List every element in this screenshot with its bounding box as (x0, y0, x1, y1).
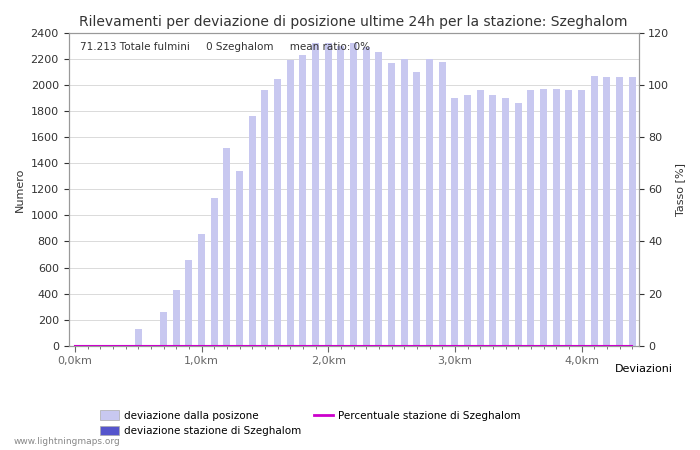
Bar (312, 43, 319, 346)
Bar (414, 72, 421, 346)
Bar (274, 79, 281, 346)
Bar (223, 148, 230, 346)
Bar (261, 90, 268, 346)
Bar (527, 90, 534, 346)
Bar (350, 43, 357, 346)
Bar (477, 90, 484, 346)
Bar (426, 59, 433, 346)
Bar (173, 290, 180, 346)
Bar (211, 198, 218, 346)
Bar (325, 43, 332, 346)
Legend: deviazione dalla posizone, deviazione stazione di Szeghalom, Percentuale stazion: deviazione dalla posizone, deviazione st… (96, 406, 525, 440)
Bar (375, 53, 382, 346)
Bar (603, 77, 610, 346)
Text: 71.213 Totale fulmini     0 Szeghalom     mean ratio: 0%: 71.213 Totale fulmini 0 Szeghalom mean r… (80, 42, 370, 52)
Bar (337, 46, 344, 346)
Text: www.lightningmaps.org: www.lightningmaps.org (14, 436, 120, 446)
Bar (489, 95, 496, 346)
Bar (464, 95, 471, 346)
Bar (578, 90, 585, 346)
Bar (591, 76, 598, 346)
Bar (553, 89, 560, 346)
Bar (160, 312, 167, 346)
Bar (363, 47, 370, 346)
Bar (616, 77, 623, 346)
Bar (287, 60, 294, 346)
Bar (566, 90, 573, 346)
Title: Rilevamenti per deviazione di posizione ultime 24h per la stazione: Szeghalom: Rilevamenti per deviazione di posizione … (79, 15, 628, 29)
Bar (540, 89, 547, 346)
Bar (452, 98, 458, 346)
Bar (439, 62, 446, 346)
X-axis label: Deviazioni: Deviazioni (615, 364, 673, 374)
Bar (248, 117, 256, 346)
Y-axis label: Tasso [%]: Tasso [%] (675, 163, 685, 216)
Bar (300, 55, 307, 346)
Bar (514, 104, 522, 346)
Bar (186, 260, 192, 346)
Bar (198, 234, 205, 346)
Y-axis label: Numero: Numero (15, 167, 25, 211)
Bar (236, 171, 243, 346)
Bar (134, 329, 141, 346)
Bar (401, 59, 407, 346)
Bar (629, 77, 636, 346)
Bar (388, 63, 395, 346)
Bar (502, 98, 509, 346)
